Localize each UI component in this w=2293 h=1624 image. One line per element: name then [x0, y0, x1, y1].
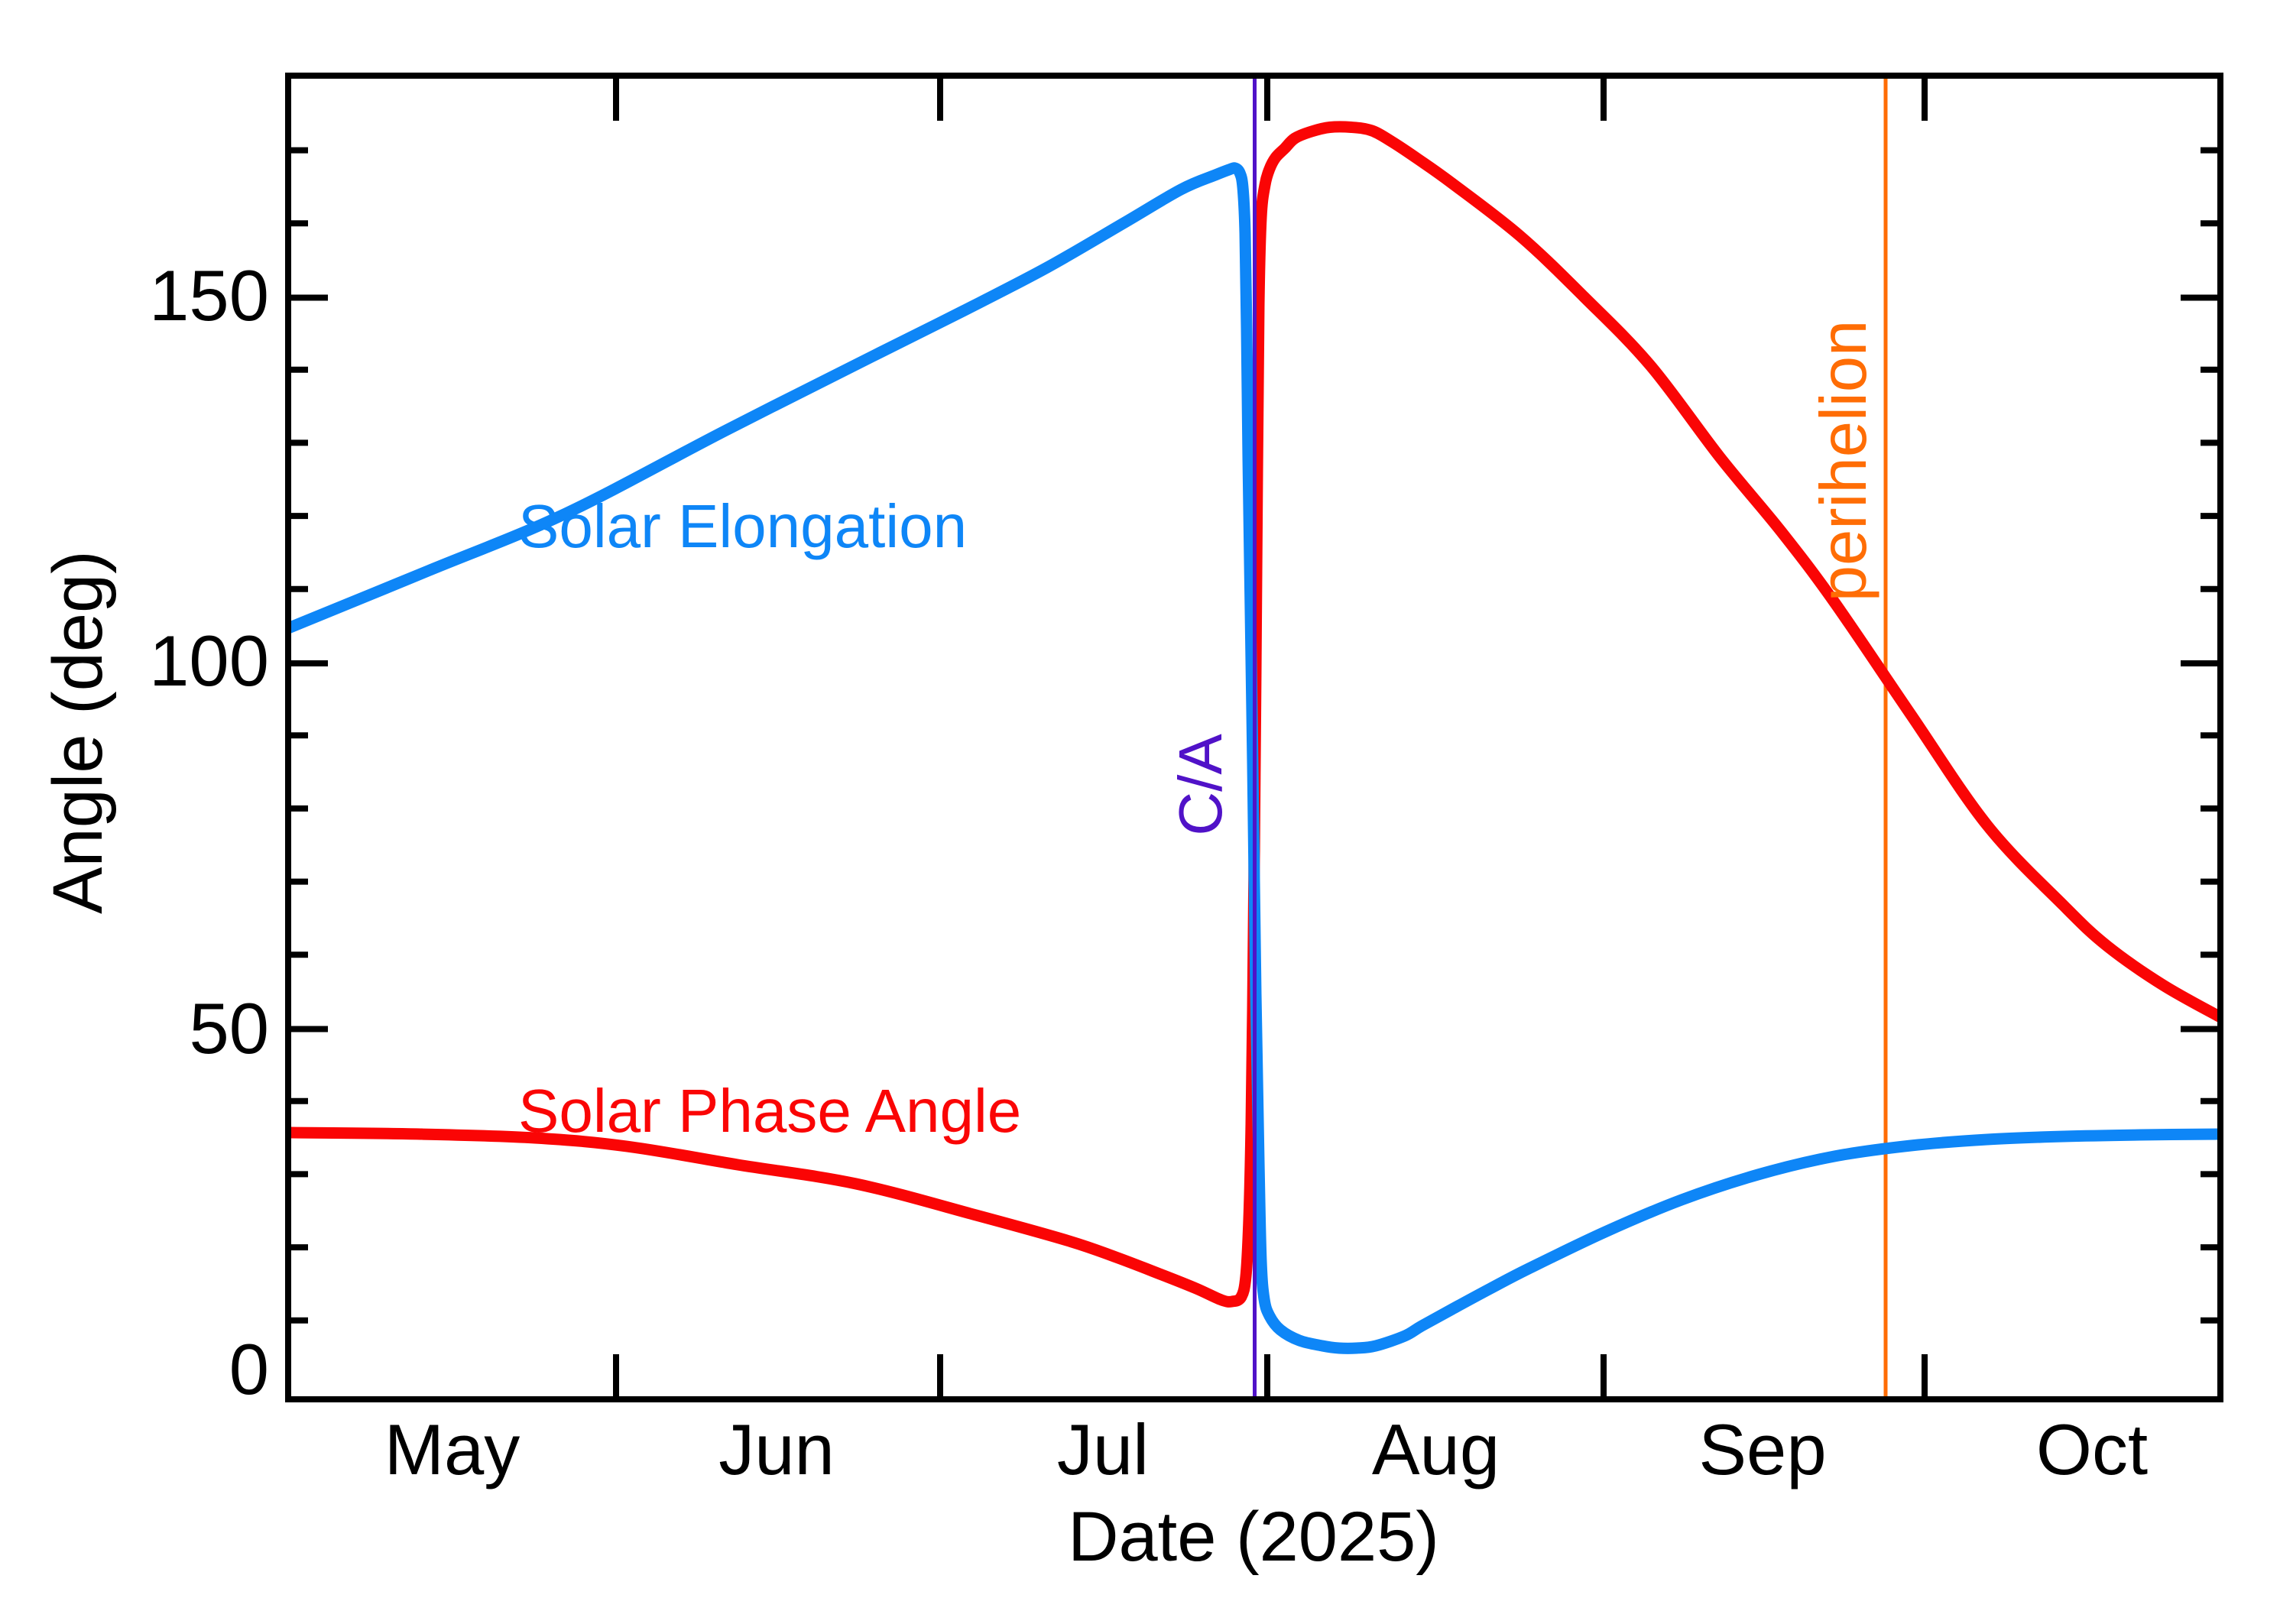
svg-text:Aug: Aug — [1372, 1409, 1500, 1489]
svg-text:Solar Elongation: Solar Elongation — [518, 492, 967, 560]
svg-text:perihelion: perihelion — [1808, 320, 1880, 602]
svg-text:Oct: Oct — [2036, 1409, 2148, 1489]
svg-text:Jul: Jul — [1057, 1409, 1149, 1489]
svg-text:50: 50 — [189, 988, 269, 1068]
svg-text:Solar Phase Angle: Solar Phase Angle — [518, 1077, 1021, 1145]
svg-text:0: 0 — [229, 1329, 269, 1409]
svg-text:Sep: Sep — [1698, 1409, 1826, 1489]
svg-text:May: May — [384, 1409, 521, 1489]
svg-text:Date (2025): Date (2025) — [1068, 1498, 1439, 1576]
svg-text:150: 150 — [149, 255, 269, 335]
svg-text:Jun: Jun — [718, 1409, 835, 1489]
svg-text:100: 100 — [149, 621, 269, 701]
svg-text:C/A: C/A — [1166, 734, 1234, 836]
svg-text:Angle (deg): Angle (deg) — [39, 550, 117, 914]
